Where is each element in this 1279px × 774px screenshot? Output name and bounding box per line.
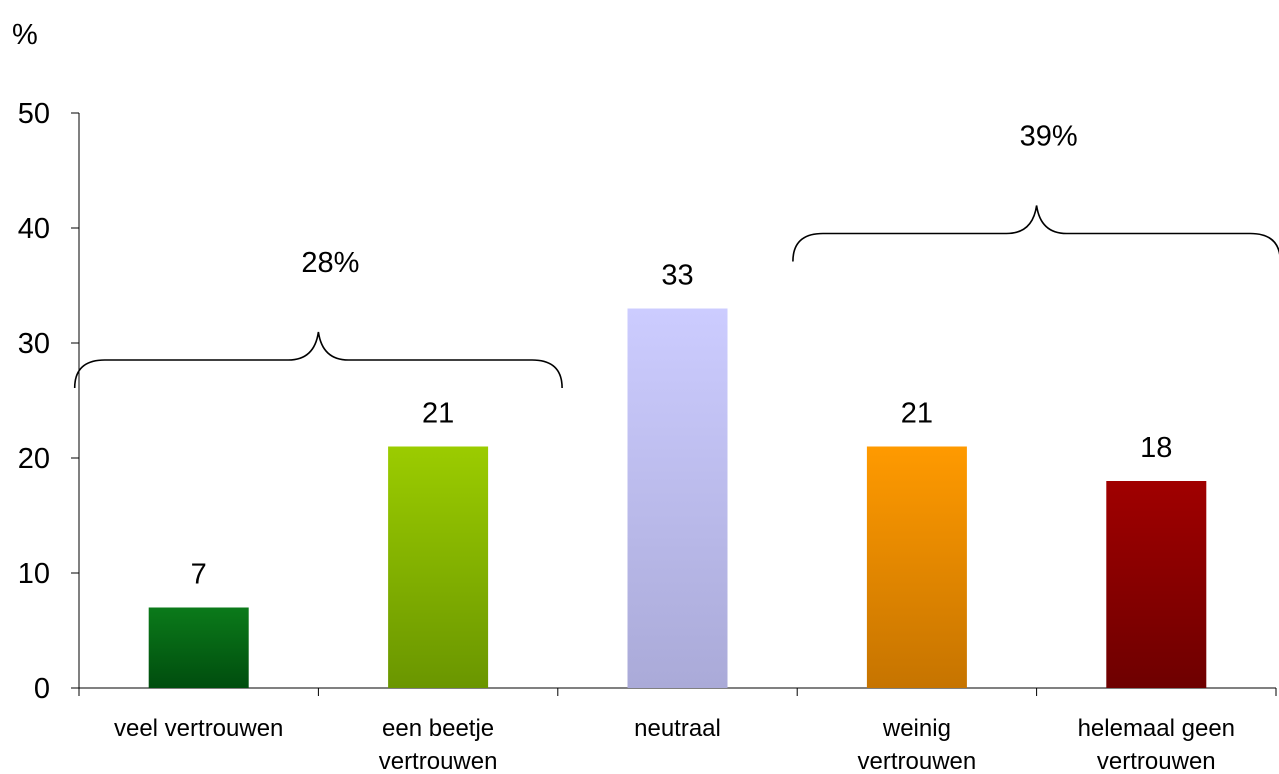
- bar: [388, 446, 489, 688]
- x-category-label: veel vertrouwen: [114, 715, 283, 742]
- bar: [866, 446, 967, 688]
- group-annotations: 28% 39%: [73, 121, 1279, 389]
- y-tick-label: 30: [18, 328, 50, 360]
- bar-value-label: 33: [661, 260, 693, 292]
- y-axis-unit-label: %: [12, 19, 38, 51]
- x-axis: [78, 687, 1277, 696]
- y-tick-label: 40: [18, 213, 50, 245]
- bar: [148, 607, 249, 688]
- y-tick-label: 50: [18, 98, 50, 130]
- group-brace: [792, 205, 1279, 262]
- bars: [148, 308, 1207, 688]
- category-labels: veel vertrouwen een beetje vertrouwen neutr…: [114, 715, 1235, 774]
- bar-value-label: 21: [901, 398, 933, 430]
- bar: [627, 308, 728, 688]
- value-labels: 7 21 33 21 18: [191, 260, 1173, 591]
- y-tick-label: 0: [34, 673, 50, 705]
- x-category-label: neutraal: [634, 715, 721, 742]
- y-axis: 0 10 20 30 40 50: [18, 98, 80, 705]
- bar-value-label: 21: [422, 398, 454, 430]
- group-percentage-label: 28%: [301, 247, 359, 279]
- bar-value-label: 18: [1140, 432, 1172, 464]
- group-brace: [73, 331, 563, 389]
- y-tick-label: 20: [18, 443, 50, 475]
- x-category-label: weinig vertrouwen: [858, 715, 977, 774]
- x-category-label: helemaal geen vertrouwen: [1078, 715, 1235, 774]
- group-percentage-label: 39%: [1020, 121, 1078, 153]
- y-tick-label: 10: [18, 558, 50, 590]
- bar-value-label: 7: [191, 559, 207, 591]
- bar: [1106, 481, 1207, 688]
- x-category-label: een beetje vertrouwen: [379, 715, 498, 774]
